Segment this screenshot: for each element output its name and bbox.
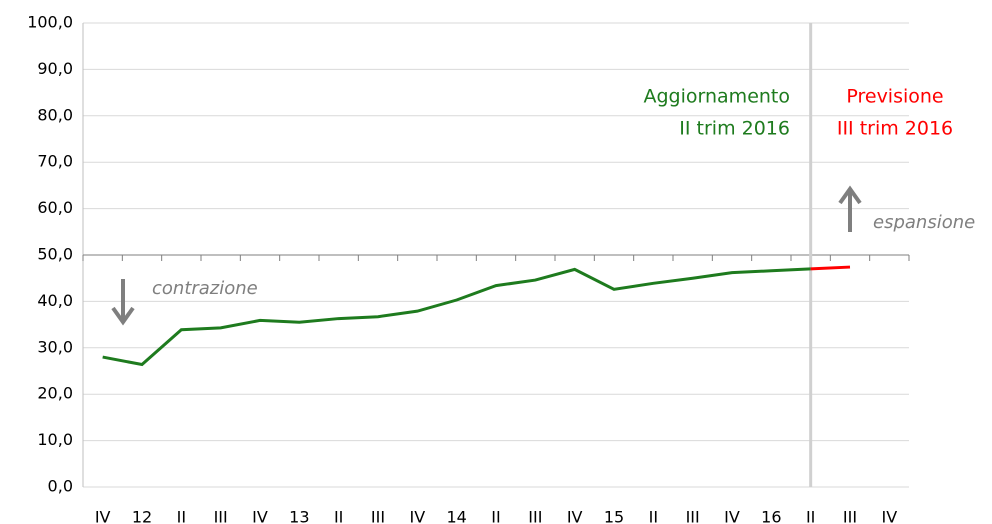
x-tick-label: IV xyxy=(409,508,425,524)
y-tick-label: 10,0 xyxy=(37,430,73,449)
x-tick-label: II xyxy=(334,508,343,524)
x-tick-label: III xyxy=(371,508,385,524)
x-tick-label: III xyxy=(686,508,700,524)
y-tick-label: 60,0 xyxy=(37,198,73,217)
y-tick-label: 80,0 xyxy=(37,105,73,124)
x-tick-label: 12 xyxy=(132,508,152,524)
line-series xyxy=(102,267,811,367)
y-tick-label: 30,0 xyxy=(37,337,73,356)
x-tick-label: 16 xyxy=(761,508,781,524)
x-tick-label: II xyxy=(806,508,815,524)
y-tick-label: 40,0 xyxy=(37,291,73,310)
annotation: Aggiornamento xyxy=(644,86,791,108)
x-tick-label: II xyxy=(649,508,658,524)
x-tick-label: 13 xyxy=(289,508,309,524)
y-tick-label: 100,0 xyxy=(27,13,73,32)
x-tick-label: III xyxy=(214,508,228,524)
y-tick-label: 90,0 xyxy=(37,59,73,78)
y-tick-label: 50,0 xyxy=(37,245,73,264)
x-tick-label: IV xyxy=(252,508,268,524)
annotation: Previsione xyxy=(846,86,943,108)
y-tick-label: 70,0 xyxy=(37,152,73,171)
annotation: II trim 2016 xyxy=(679,118,790,140)
annotation: espansione xyxy=(873,212,975,233)
y-tick-label: 0,0 xyxy=(48,477,73,496)
x-tick-label: 14 xyxy=(446,508,466,524)
line-series xyxy=(810,265,851,271)
x-tick-label: IV xyxy=(567,508,583,524)
arrow-up xyxy=(838,185,862,232)
x-tick-label: IV xyxy=(95,508,111,524)
x-tick-label: II xyxy=(491,508,500,524)
arrow-down xyxy=(111,279,135,326)
x-tick-label: II xyxy=(177,508,186,524)
y-tick-label: 20,0 xyxy=(37,384,73,403)
x-tick-label: IV xyxy=(881,508,897,524)
annotation: III trim 2016 xyxy=(837,118,953,140)
x-tick-label: IV xyxy=(724,508,740,524)
x-tick-label: III xyxy=(528,508,542,524)
annotation: contrazione xyxy=(152,278,258,299)
x-tick-label: 15 xyxy=(604,508,624,524)
x-tick-label: III xyxy=(843,508,857,524)
